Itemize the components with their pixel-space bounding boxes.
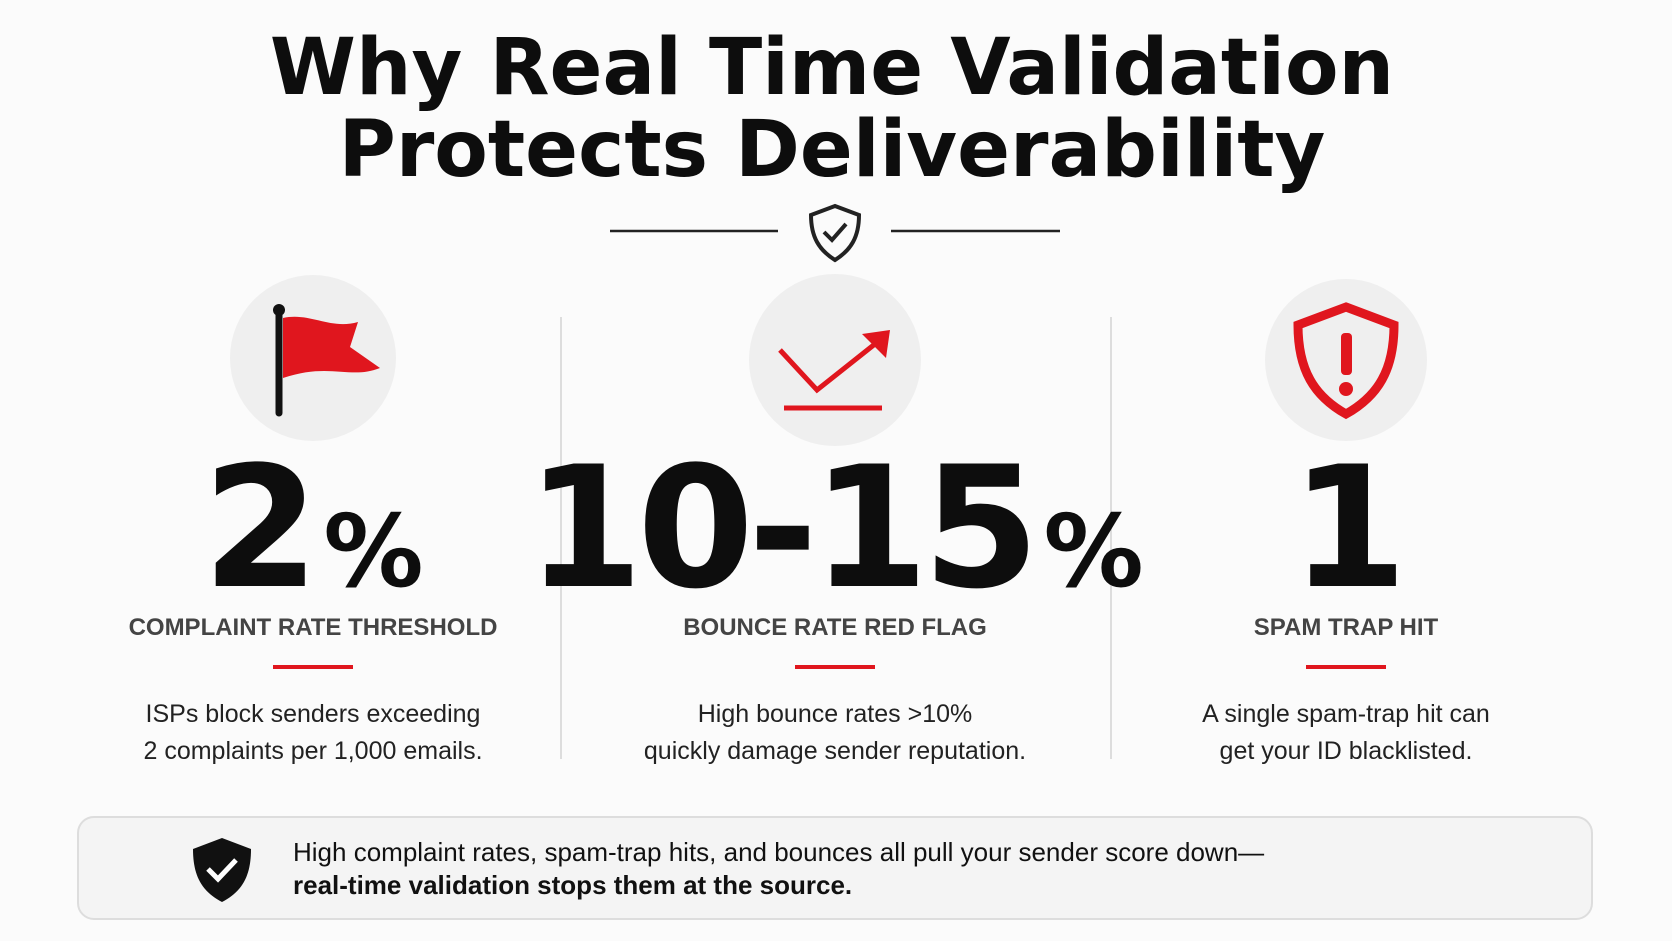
accent-bar [795, 665, 875, 669]
title-line: Protects Deliverability [339, 105, 1326, 195]
stat-number-value: 1 [1291, 430, 1402, 626]
footer-bold-text: real-time validation stops them at the s… [293, 870, 852, 900]
stat-unit: % [323, 493, 423, 610]
stat-number-value: 10-15 [526, 430, 1033, 626]
stat-description: A single spam-trap hit can [1202, 700, 1490, 728]
footer-box [77, 816, 1593, 920]
stat-number: 10-15% [526, 430, 1144, 626]
alert-shield-icon [1265, 279, 1427, 441]
divider [610, 203, 1060, 263]
stat-description: ISPs block senders exceeding [146, 700, 481, 728]
stat-description: quickly damage sender reputation. [644, 737, 1026, 765]
flag-icon [230, 275, 396, 441]
stat-unit: % [1044, 493, 1144, 610]
stat-description: High bounce rates >10% [698, 700, 973, 728]
bounce-icon [749, 274, 921, 446]
footer-shield [193, 838, 251, 902]
stat-label: SPAM TRAP HIT [1254, 614, 1439, 641]
title-line: Why Real Time Validation [270, 23, 1394, 113]
stat-description: get your ID blacklisted. [1220, 737, 1473, 765]
accent-bar [273, 665, 353, 669]
stat-number: 2% [202, 430, 423, 626]
accent-bar [1306, 665, 1386, 669]
footer-text: High complaint rates, spam-trap hits, an… [293, 837, 1264, 867]
column-dividers [560, 317, 1112, 759]
stat-label: COMPLAINT RATE THRESHOLD [129, 614, 498, 641]
stat-label: BOUNCE RATE RED FLAG [683, 614, 987, 641]
stat-description: 2 complaints per 1,000 emails. [143, 737, 482, 765]
stat-number-value: 2 [202, 430, 313, 626]
stat-number: 1 [1291, 430, 1402, 626]
